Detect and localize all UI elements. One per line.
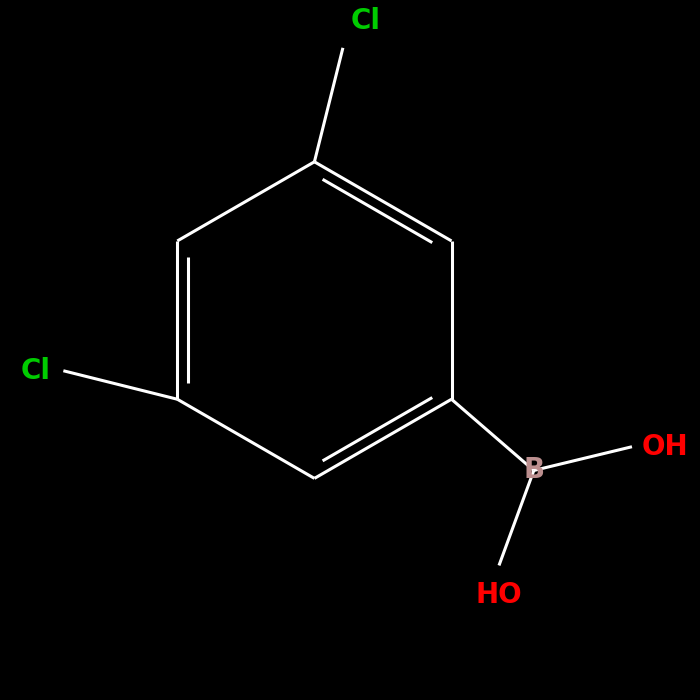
Text: HO: HO <box>476 581 522 609</box>
Text: B: B <box>524 456 545 484</box>
Text: Cl: Cl <box>351 7 381 35</box>
Text: OH: OH <box>641 433 688 461</box>
Text: Cl: Cl <box>21 357 50 385</box>
